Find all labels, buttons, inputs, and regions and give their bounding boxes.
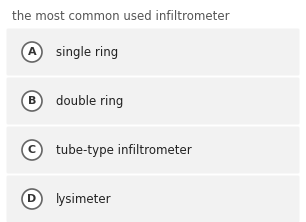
FancyBboxPatch shape (6, 127, 300, 174)
Text: single ring: single ring (56, 46, 118, 59)
Text: double ring: double ring (56, 95, 123, 107)
Circle shape (22, 42, 42, 62)
FancyBboxPatch shape (6, 77, 300, 125)
Circle shape (22, 140, 42, 160)
Text: C: C (28, 145, 36, 155)
Text: A: A (28, 47, 36, 57)
Circle shape (22, 91, 42, 111)
Circle shape (22, 189, 42, 209)
Text: lysimeter: lysimeter (56, 192, 112, 206)
FancyBboxPatch shape (6, 176, 300, 222)
Text: tube-type infiltrometer: tube-type infiltrometer (56, 143, 192, 157)
Text: D: D (27, 194, 37, 204)
FancyBboxPatch shape (6, 28, 300, 75)
Text: B: B (28, 96, 36, 106)
Text: the most common used infiltrometer: the most common used infiltrometer (12, 10, 230, 22)
